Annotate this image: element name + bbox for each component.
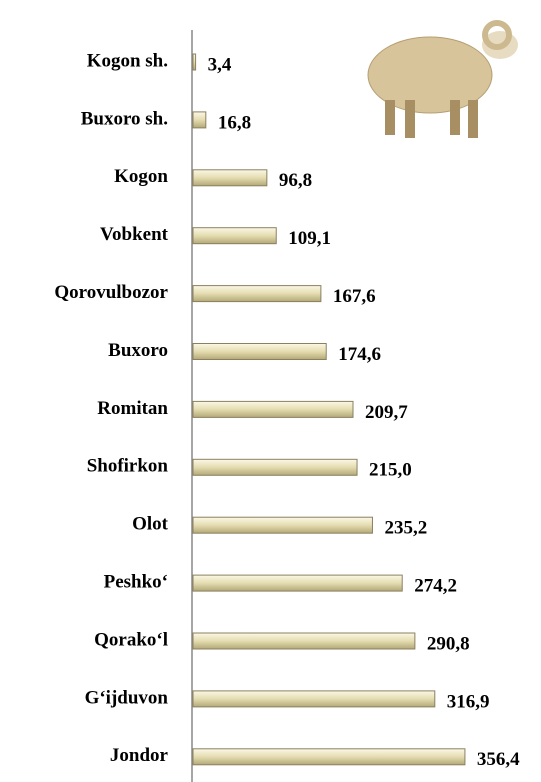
category-label: Vobkent (100, 224, 169, 245)
category-label: G‘ijduvon (85, 687, 169, 708)
bar (192, 285, 322, 303)
sheep-illustration (367, 20, 518, 138)
category-label: Shofirkon (87, 456, 169, 477)
value-label: 3,4 (208, 54, 232, 75)
category-label: Peshko‘ (104, 571, 168, 592)
bar (192, 169, 268, 187)
bar (192, 111, 207, 129)
value-label: 16,8 (218, 112, 251, 133)
value-label: 96,8 (279, 170, 312, 191)
value-label: 174,6 (338, 344, 381, 365)
category-label: Buxoro (108, 340, 168, 361)
value-label: 109,1 (288, 228, 331, 249)
bar (192, 227, 277, 245)
bar (192, 632, 416, 650)
category-label: Kogon (114, 166, 168, 187)
value-label: 167,6 (333, 286, 376, 307)
value-label: 274,2 (414, 575, 457, 596)
category-label: Jondor (110, 745, 169, 766)
bar (192, 748, 466, 766)
category-label: Romitan (97, 398, 168, 419)
bar (192, 53, 197, 71)
bar (192, 458, 358, 476)
category-label: Buxoro sh. (81, 108, 168, 129)
bar (192, 690, 436, 708)
bar (192, 343, 327, 360)
value-label: 235,2 (384, 518, 427, 539)
value-label: 316,9 (447, 691, 490, 712)
value-label: 215,0 (369, 460, 412, 481)
bar (192, 400, 354, 418)
value-label: 356,4 (477, 749, 520, 770)
category-label: Olot (132, 514, 169, 535)
value-label: 209,7 (365, 402, 408, 423)
bar (192, 574, 403, 592)
category-label: Kogon sh. (87, 50, 168, 71)
category-label: Qorovulbozor (54, 282, 168, 303)
bar (192, 516, 373, 534)
value-label: 290,8 (427, 633, 470, 654)
category-label: Qorako‘l (94, 629, 168, 650)
